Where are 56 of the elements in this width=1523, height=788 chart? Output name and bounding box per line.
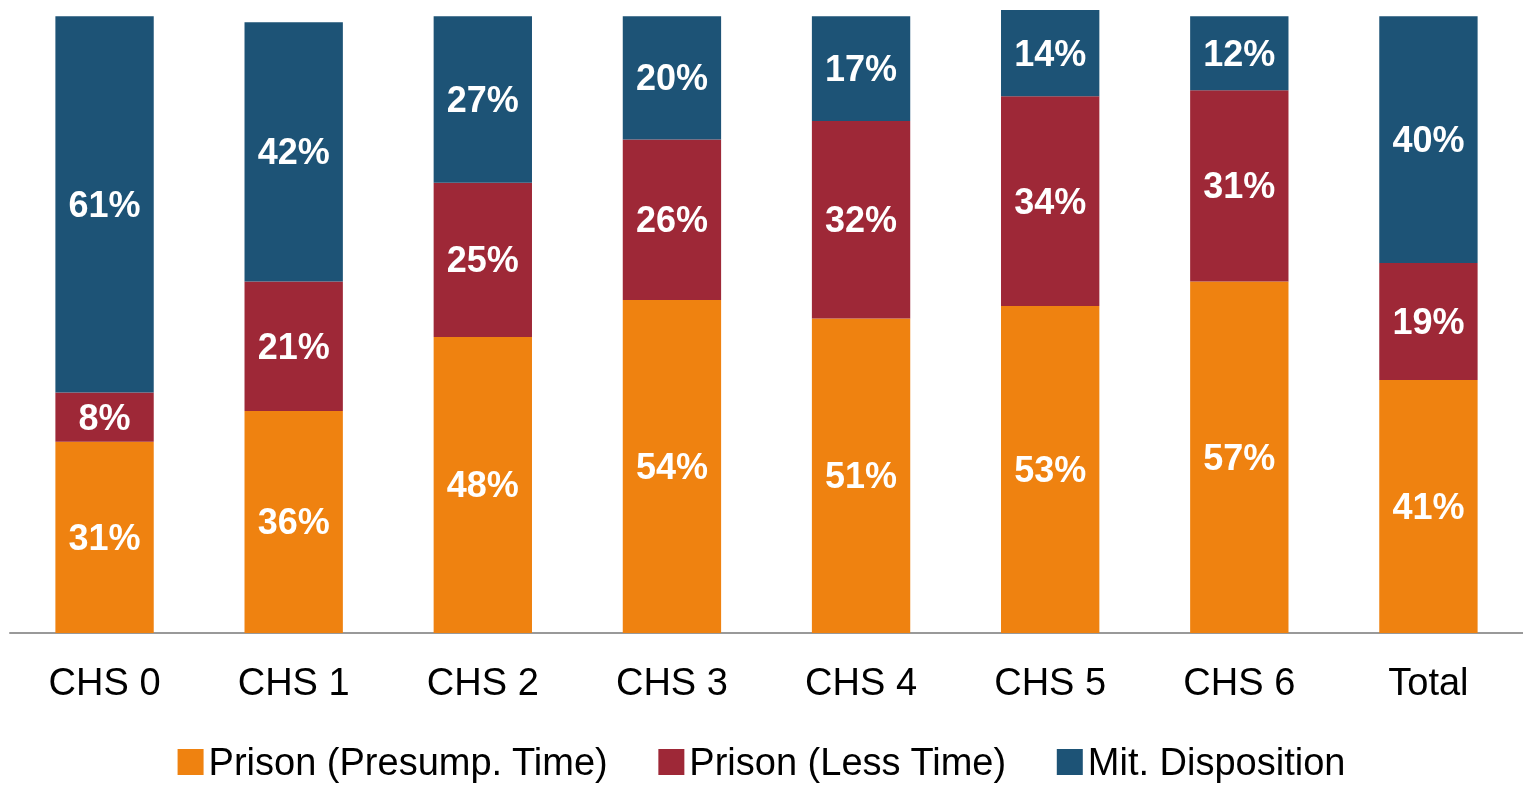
bar: [244, 410, 343, 633]
bar: [811, 121, 911, 319]
data-label: 31%: [68, 516, 141, 558]
data-label: 36%: [257, 501, 330, 543]
x-tick-label: CHS 4: [805, 661, 918, 703]
legend-label: Mit. Disposition: [1087, 741, 1346, 783]
bar: [1379, 16, 1478, 263]
x-tick-label: CHS 1: [237, 661, 350, 703]
data-label: 42%: [257, 131, 330, 173]
data-label: 21%: [257, 325, 330, 367]
data-label: 51%: [825, 455, 898, 497]
bar: [244, 281, 343, 411]
data-label: 34%: [1014, 180, 1087, 222]
bar: [1379, 262, 1478, 381]
bar: [1190, 90, 1289, 282]
bar: [811, 16, 911, 122]
data-label: 53%: [1014, 449, 1087, 491]
data-label: 27%: [446, 78, 519, 120]
bar: [622, 139, 722, 300]
x-tick-label: CHS 2: [426, 661, 539, 703]
data-label: 61%: [68, 183, 141, 225]
bar: [622, 16, 722, 140]
bar: [1001, 96, 1100, 307]
x-tick-label: CHS 3: [615, 661, 728, 703]
x-tick-label: CHS 0: [48, 661, 161, 703]
data-label: 41%: [1392, 486, 1465, 528]
bar: [1190, 281, 1289, 633]
bar: [1001, 306, 1100, 633]
bar: [433, 16, 532, 183]
bar: [811, 318, 911, 633]
x-tick-label: CHS 5: [994, 661, 1107, 703]
data-label: 12%: [1203, 32, 1276, 74]
bar: [55, 441, 154, 633]
data-label: 54%: [635, 445, 708, 487]
data-label: 31%: [1203, 165, 1276, 207]
data-label: 20%: [635, 57, 708, 99]
bar: [433, 182, 532, 337]
data-label: 8%: [78, 396, 131, 438]
bar: [55, 16, 154, 393]
data-label: 57%: [1203, 436, 1276, 478]
legend-label: Prison (Presump. Time): [208, 741, 608, 783]
data-label: 48%: [446, 464, 519, 506]
bar: [1379, 380, 1478, 633]
data-label: 14%: [1014, 32, 1087, 74]
bar: [622, 299, 722, 633]
data-label: 19%: [1392, 301, 1465, 342]
data-label: 17%: [825, 48, 898, 90]
data-label: 26%: [635, 199, 708, 241]
x-tick-label: CHS 6: [1183, 661, 1296, 703]
data-label: 25%: [446, 239, 519, 281]
x-tick-label: Total: [1388, 661, 1469, 703]
legend-label: Prison (Less Time): [689, 741, 1007, 783]
data-label: 32%: [825, 199, 898, 241]
bar: [244, 22, 343, 282]
data-label: 40%: [1392, 119, 1465, 161]
bar: [433, 336, 532, 633]
